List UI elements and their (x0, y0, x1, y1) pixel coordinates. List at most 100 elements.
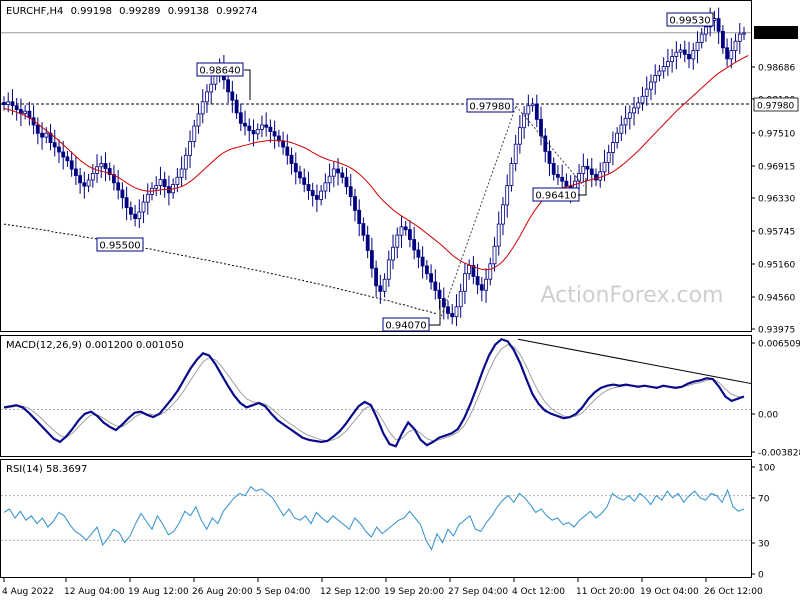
candle-body (226, 79, 231, 93)
candle-body (433, 281, 438, 291)
x-tick-label: 12 Aug 04:00 (64, 587, 125, 597)
x-tick-label: 4 Oct 12:00 (512, 587, 565, 597)
candle-body (653, 75, 658, 83)
candle-body (509, 163, 514, 186)
y-tick-label: 0.95160 (758, 261, 795, 271)
candle-body (382, 278, 387, 292)
candle-body (657, 70, 662, 76)
candle-body (602, 161, 607, 173)
resistance-tag (753, 97, 799, 112)
candle-body (281, 140, 286, 148)
candle-body (424, 265, 429, 275)
macd-title: MACD(12,26,9) 0.001200 0.001050 (6, 340, 184, 351)
candle-body (403, 226, 408, 231)
swing-label-box (466, 98, 514, 113)
candle-body (133, 213, 138, 219)
candle-body (378, 285, 383, 292)
x-tick-label: 19 Aug 12:00 (128, 587, 189, 597)
candle-body (386, 259, 391, 280)
candle-body (128, 207, 133, 215)
candle-body (23, 110, 28, 114)
candle-body (183, 154, 188, 170)
candle-body (74, 168, 78, 176)
candle-body (522, 113, 526, 129)
x-tick-label: 11 Oct 20:00 (576, 587, 635, 597)
candle-body (209, 83, 214, 93)
swing-label-box (666, 12, 714, 27)
candle-body (518, 127, 522, 145)
macd-panel: MACD(12,26,9) 0.001200 0.001050 (0, 335, 752, 457)
watermark: ActionForex.com (541, 283, 724, 308)
candle-body (306, 184, 311, 191)
candle-body (162, 179, 167, 188)
y-tick-label: 0.006509 (758, 340, 800, 350)
candle-body (348, 186, 353, 197)
candle-body (268, 126, 273, 132)
candle-body (699, 33, 704, 43)
candle-body (276, 135, 281, 142)
candle-body (293, 163, 298, 173)
candle-body (158, 179, 163, 186)
candle-body (611, 142, 615, 153)
candle-body (636, 102, 641, 109)
candle-body (86, 179, 91, 187)
candle-body (462, 273, 467, 292)
swing-label-box (196, 62, 244, 77)
y-tick-label: 0.96330 (758, 195, 795, 205)
candle-body (188, 141, 193, 156)
candle-body (407, 229, 412, 240)
x-tick-label: 26 Aug 20:00 (192, 587, 253, 597)
x-tick-label: 19 Oct 04:00 (640, 587, 699, 597)
candle-body (340, 172, 345, 178)
swing-label: 0.95500 (99, 241, 140, 252)
y-tick-label: 0.00 (758, 411, 778, 421)
candle-body (691, 50, 696, 60)
candle-body (437, 289, 442, 299)
candle-body (10, 101, 15, 107)
candle-body (547, 150, 552, 164)
x-tick-label: 19 Sep 20:00 (384, 587, 444, 597)
candle-body (99, 163, 104, 168)
candle-body (704, 26, 708, 35)
candle-body (725, 47, 729, 60)
y-tick-label: 70 (758, 495, 770, 505)
candle-body (551, 163, 556, 175)
candle-body (450, 312, 455, 318)
candle-body (564, 180, 569, 187)
candle-body (264, 124, 269, 128)
main-panel: EURCHF,H4 0.99198 0.99289 0.99138 0.9927… (0, 0, 752, 332)
candle-body (230, 91, 235, 101)
candle-body (44, 132, 49, 138)
candle-body (733, 40, 738, 52)
candle-body (395, 234, 400, 248)
candle-body (374, 267, 379, 287)
y-axes: 0.992740.986860.981000.979800.975100.969… (751, 26, 800, 581)
candle-body (556, 174, 560, 178)
candle-body (682, 49, 687, 55)
candle-body (458, 290, 463, 308)
candle-body (6, 101, 11, 106)
candle-body (255, 128, 260, 135)
swing-label-box (96, 237, 144, 252)
candle-body (479, 284, 484, 291)
candle-body (467, 264, 472, 275)
current-price-tag (754, 26, 798, 39)
candle-body (412, 239, 417, 251)
swing-label: 0.96410 (535, 191, 576, 202)
y-tick-label: 30 (758, 540, 770, 550)
candle-body (65, 156, 70, 162)
main-panel-title: EURCHF,H4 0.99198 0.99289 0.99138 0.9927… (6, 6, 258, 17)
candle-body (289, 154, 294, 165)
candle-body (543, 135, 548, 152)
candle-body (145, 193, 150, 203)
candle-body (314, 195, 319, 200)
candle-body (57, 146, 61, 153)
candle-body (391, 246, 395, 261)
candle-body (420, 256, 425, 267)
sma-fast-line (3, 55, 749, 271)
zigzag-line (515, 105, 585, 187)
x-tick-label: 26 Oct 12:00 (704, 587, 763, 597)
candle-body (247, 125, 252, 131)
candle-body (243, 122, 247, 127)
candle-body (513, 143, 518, 164)
